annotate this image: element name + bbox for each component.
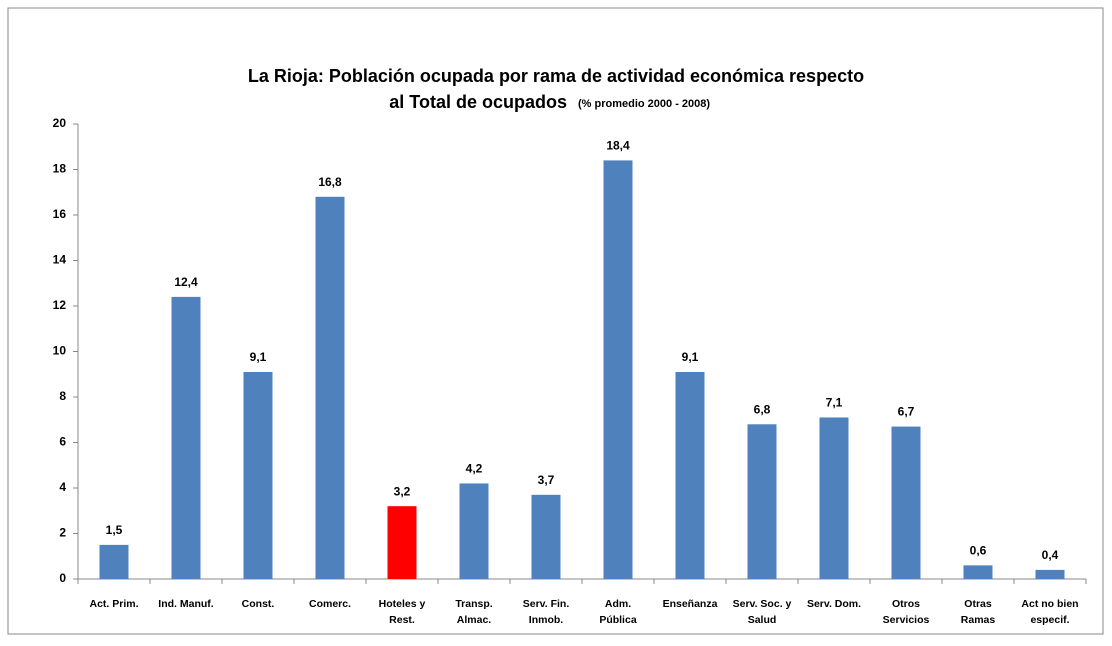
y-tick-label: 18	[53, 162, 67, 176]
x-tick-label: especif.	[1030, 614, 1069, 626]
bar	[1035, 569, 1065, 579]
bar	[747, 424, 777, 579]
x-tick-label: Serv. Soc. y	[733, 598, 792, 610]
x-tick-label: Transp.	[455, 598, 492, 610]
data-label: 3,2	[394, 484, 411, 498]
x-tick-label: Ramas	[961, 614, 996, 626]
bar	[99, 544, 129, 579]
data-label: 6,8	[754, 402, 771, 416]
x-tick-label: Almac.	[457, 614, 492, 626]
bar	[603, 160, 633, 579]
data-label: 6,7	[898, 405, 915, 419]
bar	[819, 417, 849, 579]
x-tick-label: Comerc.	[309, 598, 351, 610]
x-tick-label: Const.	[242, 598, 275, 610]
chart-title: al Total de ocupados	[389, 92, 567, 112]
x-tick-label: Serv. Fin.	[523, 598, 570, 610]
x-tick-label: Rest.	[389, 614, 415, 626]
x-tick-label: Ind. Manuf.	[158, 598, 213, 610]
data-label: 0,6	[970, 544, 987, 558]
data-label: 18,4	[606, 139, 630, 153]
bar	[387, 506, 417, 579]
data-label: 12,4	[174, 275, 198, 289]
y-tick-label: 16	[53, 207, 67, 221]
y-tick-label: 2	[59, 526, 66, 540]
data-label: 1,5	[106, 523, 123, 537]
y-tick-label: 12	[53, 298, 67, 312]
x-tick-label: Act. Prim.	[89, 598, 138, 610]
data-label: 9,1	[682, 350, 699, 364]
data-label: 3,7	[538, 473, 555, 487]
bar	[243, 371, 273, 579]
y-tick-label: 20	[53, 116, 67, 130]
x-tick-label: Pública	[599, 614, 637, 626]
bar	[891, 426, 921, 579]
data-label: 9,1	[250, 350, 267, 364]
x-tick-label: Inmob.	[529, 614, 563, 626]
x-tick-label: Enseñanza	[663, 598, 718, 610]
chart-subtitle: (% promedio 2000 - 2008)	[578, 98, 710, 110]
data-label: 7,1	[826, 396, 843, 410]
y-tick-label: 4	[59, 480, 66, 494]
bar	[315, 196, 345, 580]
y-tick-label: 6	[59, 435, 66, 449]
bar	[171, 296, 201, 579]
x-tick-label: Servicios	[883, 614, 930, 626]
bar	[531, 494, 561, 579]
bar	[459, 483, 489, 579]
x-tick-label: Salud	[748, 614, 777, 626]
data-label: 16,8	[318, 175, 342, 189]
y-tick-label: 14	[53, 253, 67, 267]
chart-title: La Rioja: Población ocupada por rama de …	[248, 66, 864, 86]
bar	[675, 371, 705, 579]
x-tick-label: Hoteles y	[379, 598, 426, 610]
x-tick-label: Otras	[964, 598, 992, 610]
y-tick-label: 10	[53, 344, 67, 358]
x-tick-label: Otros	[892, 598, 920, 610]
y-tick-label: 0	[59, 571, 66, 585]
y-tick-label: 8	[59, 389, 66, 403]
x-tick-label: Adm.	[605, 598, 631, 610]
bar	[963, 565, 993, 579]
x-tick-label: Serv. Dom.	[807, 598, 861, 610]
data-label: 4,2	[466, 462, 483, 476]
data-label: 0,4	[1042, 548, 1059, 562]
x-tick-label: Act no bien	[1021, 598, 1078, 610]
